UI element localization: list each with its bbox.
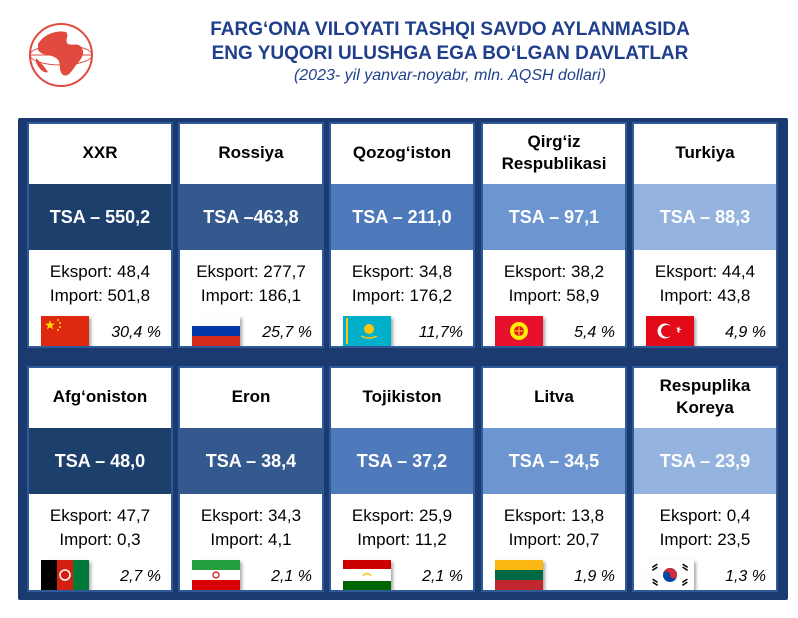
trade-total: TSA – 211,0 [331,184,473,250]
country-name: Qozog‘iston [352,143,452,162]
south-korea-flag-icon [646,560,694,590]
share-percent: 30,4 % [111,324,161,341]
export-value: Eksport: 277,7 [196,262,306,281]
country-name: Qirg‘iz Respublikasi [501,132,607,173]
trade-total: TSA – 38,4 [180,428,322,494]
trade-total: TSA – 88,3 [634,184,776,250]
country-card-lithuania: Litva TSA – 34,5 Eksport: 13,8 Import: 2… [481,366,627,592]
export-value: Eksport: 25,9 [351,506,453,525]
country-card-south-korea: Respuplika Koreya TSA – 23,9 Eksport: 0,… [632,366,778,592]
import-value: Import: 23,5 [659,530,751,549]
afghanistan-flag-icon [41,560,89,590]
share-percent: 1,9 % [574,568,615,585]
import-value: Import: 0,3 [59,530,141,549]
country-name: Turkiya [675,143,735,162]
import-value: Import: 176,2 [351,286,453,305]
import-value: Import: 501,8 [49,286,151,305]
country-card-kyrgyzstan: Qirg‘iz Respublikasi TSA – 97,1 Eksport:… [481,122,627,348]
country-name: Afg‘oniston [52,387,148,406]
country-card-russia: Rossiya TSA –463,8 Eksport: 277,7 Import… [178,122,324,348]
kyrgyzstan-flag-icon [495,316,543,346]
export-value: Eksport: 13,8 [503,506,605,525]
country-name: XXR [82,143,118,162]
page-title-line1: FARG‘ONA VILOYATI TASHQI SAVDO AYLANMASI… [210,19,690,40]
import-value: Import: 58,9 [508,286,600,305]
lithuania-flag-icon [495,560,543,590]
country-card-afghanistan: Afg‘oniston TSA – 48,0 Eksport: 47,7 Imp… [27,366,173,592]
country-card-turkey: Turkiya TSA – 88,3 Eksport: 44,4 Import:… [632,122,778,348]
import-value: Import: 186,1 [200,286,302,305]
china-flag-icon [41,316,89,346]
export-value: Eksport: 47,7 [49,506,151,525]
export-value: Eksport: 44,4 [654,262,756,281]
export-value: Eksport: 38,2 [503,262,605,281]
iran-flag-icon [192,560,240,590]
country-card-kazakhstan: Qozog‘iston TSA – 211,0 Eksport: 34,8 Im… [329,122,475,348]
kazakhstan-flag-icon [343,316,391,346]
import-value: Import: 43,8 [659,286,751,305]
tajikistan-flag-icon [343,560,391,590]
country-name: Litva [534,387,574,406]
export-value: Eksport: 48,4 [49,262,151,281]
globe-logo-icon [28,22,94,88]
trade-total: TSA –463,8 [180,184,322,250]
page-subtitle: (2023- yil yanvar-noyabr, mln. AQSH doll… [293,67,607,84]
trade-total: TSA – 97,1 [483,184,625,250]
import-value: Import: 11,2 [357,530,447,549]
country-name: Tojikiston [362,387,442,406]
share-percent: 4,9 % [725,324,766,341]
share-percent: 11,7% [418,324,463,341]
trade-total: TSA – 48,0 [29,428,171,494]
trade-total: TSA – 550,2 [29,184,171,250]
country-card-tajikistan: Tojikiston TSA – 37,2 Eksport: 25,9 Impo… [329,366,475,592]
trade-total: TSA – 34,5 [483,428,625,494]
country-name: Rossiya [218,143,284,162]
share-percent: 2,7 % [120,568,161,585]
share-percent: 2,1 % [271,568,312,585]
country-name: Respuplika Koreya [659,376,751,417]
share-percent: 2,1 % [422,568,463,585]
export-value: Eksport: 34,8 [351,262,453,281]
share-percent: 25,7 % [262,324,312,341]
page-title-line2: ENG YUQORI ULUSHGA EGA BO‘LGAN DAVLATLAR [211,43,689,64]
country-name: Eron [231,387,271,406]
trade-total: TSA – 23,9 [634,428,776,494]
share-percent: 1,3 % [725,568,766,585]
share-percent: 5,4 % [574,324,615,341]
trade-total: TSA – 37,2 [331,428,473,494]
turkey-flag-icon [646,316,694,346]
country-card-iran: Eron TSA – 38,4 Eksport: 34,3 Import: 4,… [178,366,324,592]
import-value: Import: 4,1 [210,530,292,549]
russia-flag-icon [192,316,240,346]
export-value: Eksport: 34,3 [200,506,302,525]
country-card-china: XXR TSA – 550,2 Eksport: 48,4 Import: 50… [27,122,173,348]
import-value: Import: 20,7 [508,530,600,549]
export-value: Eksport: 0,4 [659,506,751,525]
